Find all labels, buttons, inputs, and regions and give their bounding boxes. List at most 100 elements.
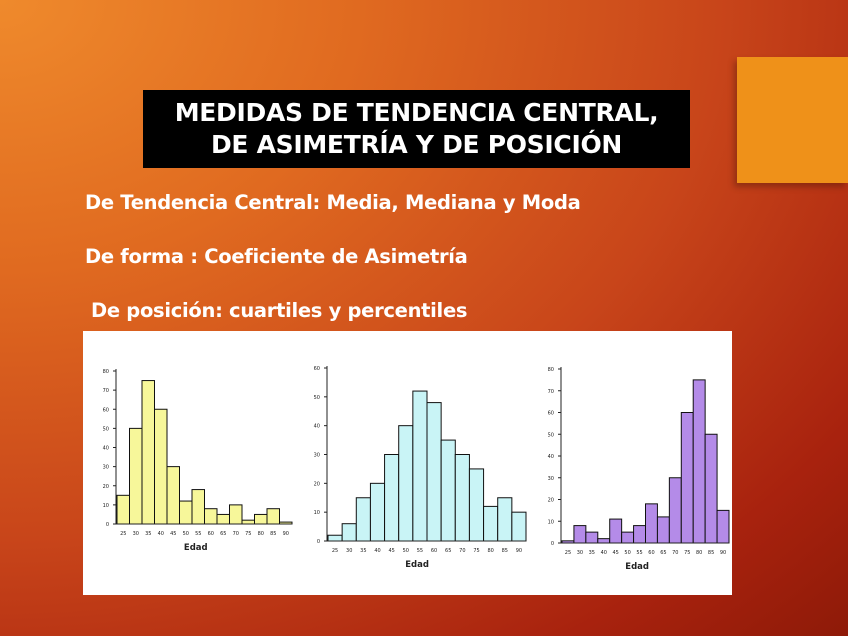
bullet-forma: De forma : Coeficiente de Asimetría [85,245,468,268]
histogram-bar [645,503,658,544]
histogram-bar [166,466,180,525]
histogram-bar [497,497,513,542]
x-tick-label: 55 [636,550,642,556]
y-tick-label: 60 [103,407,109,413]
x-tick-label: 70 [233,531,239,537]
y-tick-label: 20 [548,498,554,504]
y-tick-label: 40 [548,454,554,460]
histogram-bar [254,513,268,525]
histograms-svg: 0 10 20 30 40 50 60 70 80 25 30 35 40 45 50 55 60 65 70 75 8… [103,366,730,572]
y-tick-label: 60 [548,411,554,417]
title-line-2: DE ASIMETRÍA Y DE POSICIÓN [210,130,623,159]
histogram-bar [609,518,623,544]
x-tick-label: 85 [708,550,714,556]
histogram-bar [216,513,230,525]
y-tick-label: 30 [103,465,109,471]
x-tick-label: 55 [417,548,423,554]
x-tick-label: 60 [431,548,437,554]
x-tick-label: 45 [170,531,176,537]
x-tick-label: 70 [672,550,678,556]
x-tick-label: 35 [360,548,366,554]
histogram-bar [266,508,280,525]
histogram-bar [680,412,694,544]
x-tick-label: 60 [648,550,654,556]
x-tick-label: 80 [696,550,702,556]
histogram-bar [204,508,218,525]
histogram-bar [573,525,587,544]
histogram-bar [468,468,485,542]
y-tick-label: 60 [314,366,320,372]
histogram-bar [327,534,343,542]
histogram-bar [341,523,357,542]
y-tick-label: 40 [314,424,320,430]
x-tick-label: 90 [720,550,726,556]
histogram-bar [141,380,155,525]
x-tick-label: 30 [133,531,139,537]
histogram-bar [412,390,428,542]
histogram-bar [129,427,143,525]
histogram-bar [511,511,527,542]
histogram-bar [191,489,205,525]
x-tick-label: 85 [502,548,508,554]
y-tick-label: 20 [314,481,320,487]
y-tick-label: 30 [548,476,554,482]
x-tick-label: 30 [577,550,583,556]
x-tick-label: 90 [283,531,289,537]
x-tick-label: 55 [195,531,201,537]
histogram-bar [355,497,371,542]
x-axis-label: Edad [184,543,208,553]
x-tick-label: 40 [601,550,607,556]
y-tick-label: 80 [548,367,554,373]
x-tick-label: 65 [660,550,666,556]
histogram-bar [704,433,718,544]
y-tick-label: 70 [103,388,109,394]
x-tick-label: 65 [445,548,451,554]
x-tick-label: 45 [388,548,394,554]
y-tick-label: 10 [103,503,109,509]
y-tick-label: 30 [314,453,320,459]
x-tick-label: 45 [612,550,618,556]
x-tick-label: 25 [120,531,126,537]
x-tick-label: 90 [516,548,522,554]
histogram-bar [716,509,730,544]
x-tick-label: 25 [565,550,571,556]
histogram-bar [426,402,442,542]
x-tick-label: 80 [487,548,493,554]
x-tick-label: 50 [624,550,630,556]
x-tick-label: 70 [459,548,465,554]
x-axis-label: Edad [625,562,649,572]
x-tick-label: 40 [374,548,380,554]
x-axis-label: Edad [405,560,429,570]
x-tick-label: 25 [332,548,338,554]
slide-title: MEDIDAS DE TENDENCIA CENTRAL, DE ASIMETR… [143,90,690,168]
histogram-bar [440,439,456,542]
x-tick-label: 50 [183,531,189,537]
y-tick-label: 20 [103,484,109,490]
x-tick-label: 50 [403,548,409,554]
accent-square [737,57,848,183]
x-tick-label: 40 [158,531,164,537]
histogram-bar [668,477,682,544]
y-tick-label: 0 [551,541,554,547]
y-tick-label: 50 [548,432,554,438]
histogram-bar [369,482,386,542]
histogram-bar [454,454,470,542]
x-tick-label: 75 [473,548,479,554]
y-tick-label: 80 [103,369,109,375]
histograms-panel: 0 10 20 30 40 50 60 70 80 25 30 35 40 45 50 55 60 65 70 75 8… [83,331,732,595]
histogram-bar [154,408,168,525]
x-tick-label: 85 [270,531,276,537]
histogram-bar [692,379,706,544]
y-tick-label: 40 [103,446,109,452]
x-tick-label: 65 [220,531,226,537]
x-tick-label: 30 [346,548,352,554]
x-tick-label: 60 [208,531,214,537]
histogram-bar [384,454,400,542]
histogram-bar [116,494,130,525]
y-tick-label: 10 [314,510,320,516]
x-tick-label: 35 [145,531,151,537]
x-tick-label: 35 [589,550,595,556]
x-tick-label: 75 [245,531,251,537]
bullet-tendencia-central: De Tendencia Central: Media, Mediana y M… [85,191,581,214]
x-tick-label: 80 [258,531,264,537]
